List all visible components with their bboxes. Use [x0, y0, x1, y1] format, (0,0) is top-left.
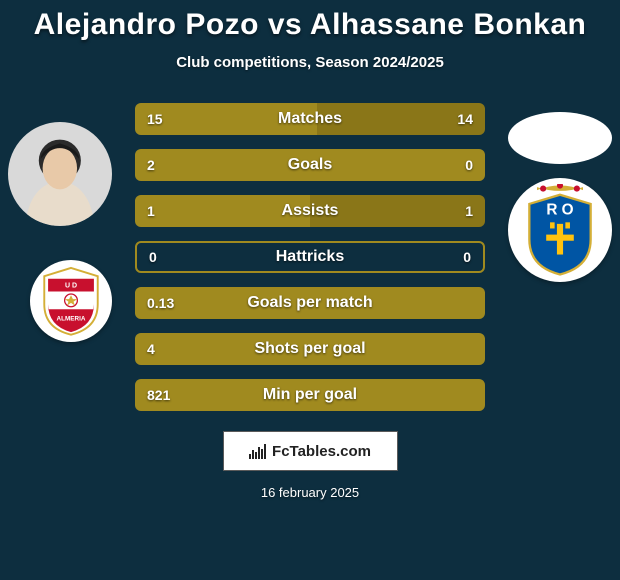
almeria-shield-icon: U D ALMERIA: [39, 266, 103, 336]
footer-brand-badge: FcTables.com: [223, 431, 398, 471]
stat-label: Goals per match: [135, 287, 485, 319]
footer-date: 16 february 2025: [0, 485, 620, 500]
stat-label: Shots per goal: [135, 333, 485, 365]
player-right-photo-placeholder: [508, 112, 612, 164]
stat-label: Hattricks: [137, 243, 483, 271]
svg-text:U D: U D: [65, 283, 77, 290]
stat-row: 1514Matches: [135, 103, 485, 135]
content-root: Alejandro Pozo vs Alhassane Bonkan Club …: [0, 0, 620, 580]
oviedo-shield-icon: R O: [521, 184, 599, 276]
svg-text:ALMERIA: ALMERIA: [57, 316, 86, 323]
stat-row: 821Min per goal: [135, 379, 485, 411]
stat-label: Matches: [135, 103, 485, 135]
page-subtitle: Club competitions, Season 2024/2025: [0, 54, 620, 71]
stat-label: Min per goal: [135, 379, 485, 411]
club-left-badge: U D ALMERIA: [30, 260, 112, 342]
stats-container: 1514Matches 20Goals 11Assists 00Hattricks 0.…: [135, 103, 485, 411]
player-left-photo: [8, 122, 112, 226]
svg-text:R O: R O: [546, 202, 573, 219]
page-title: Alejandro Pozo vs Alhassane Bonkan: [0, 0, 620, 42]
stat-label: Assists: [135, 195, 485, 227]
player-left-silhouette: [8, 122, 112, 226]
stat-row: 0.13Goals per match: [135, 287, 485, 319]
stat-row: 4Shots per goal: [135, 333, 485, 365]
stat-row: 11Assists: [135, 195, 485, 227]
stat-row: 20Goals: [135, 149, 485, 181]
stat-label: Goals: [135, 149, 485, 181]
footer-brand-text: FcTables.com: [272, 443, 371, 460]
chart-icon: [249, 443, 266, 459]
stat-row: 00Hattricks: [135, 241, 485, 273]
club-right-badge: R O: [508, 178, 612, 282]
